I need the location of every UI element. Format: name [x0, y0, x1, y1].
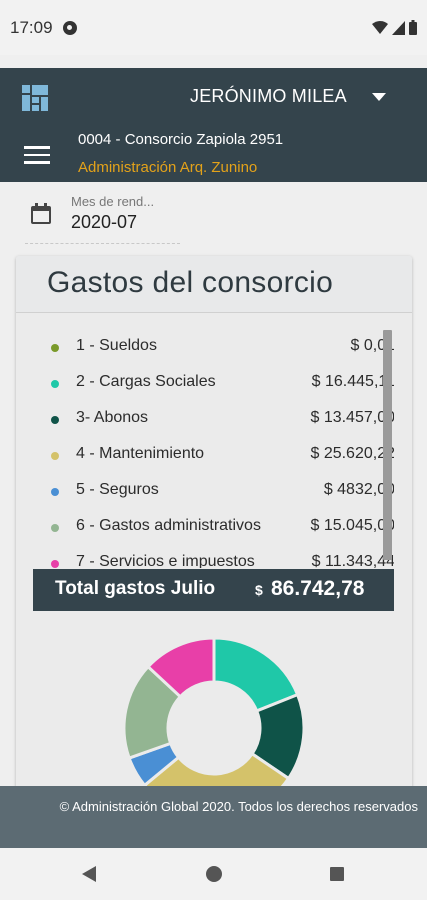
expense-row[interactable]: 7 - Servicios e impuestos $ 11.343,44 — [16, 546, 394, 568]
expense-list[interactable]: 1 - Sueldos $ 0,01 2 - Cargas Sociales $… — [16, 330, 394, 568]
legend-dot — [51, 416, 59, 424]
back-icon[interactable] — [82, 866, 96, 882]
wifi-icon — [372, 20, 388, 34]
expense-row[interactable]: 6 - Gastos administrativos $ 15.045,00 — [16, 510, 394, 546]
expense-amount: $ 15.045,00 — [310, 517, 394, 534]
signal-icon — [392, 20, 405, 35]
calendar-icon — [31, 203, 51, 224]
expense-label: 1 - Sueldos — [76, 337, 157, 354]
expense-label: 7 - Servicios e impuestos — [76, 553, 255, 568]
expense-row[interactable]: 2 - Cargas Sociales $ 16.445,11 — [16, 366, 394, 402]
card-header: Gastos del consorcio — [16, 256, 412, 313]
month-value[interactable]: 2020-07 — [71, 212, 138, 232]
legend-dot — [51, 380, 59, 388]
expense-amount: $ 25.620,22 — [310, 445, 394, 462]
administracion-name: Administración Arq. Zunino — [78, 159, 258, 176]
home-icon[interactable] — [206, 866, 222, 882]
expenses-donut-chart[interactable] — [124, 638, 304, 796]
list-scrollbar[interactable] — [383, 330, 392, 560]
total-currency: $ — [255, 582, 263, 598]
expense-label: 5 - Seguros — [76, 481, 159, 498]
expense-amount: $ 4832,00 — [323, 481, 394, 498]
expense-label: 2 - Cargas Sociales — [76, 373, 216, 390]
legend-dot — [51, 452, 59, 460]
user-name[interactable]: JERÓNIMO MILEA — [190, 86, 347, 106]
footer: © Administración Global 2020. Todos los … — [0, 786, 427, 848]
gastos-card: Gastos del consorcio 1 - Sueldos $ 0,01 … — [16, 256, 412, 796]
total-bar: Total gastos Julio $ 86.742,78 — [33, 569, 394, 611]
expense-label: 6 - Gastos administrativos — [76, 517, 261, 534]
status-bar: 17:09 — [0, 0, 427, 55]
status-icons — [372, 20, 417, 35]
legend-dot — [51, 488, 59, 496]
expense-amount: $ 13.457,00 — [310, 409, 394, 426]
expense-label: 3- Abonos — [76, 409, 149, 426]
battery-icon — [409, 20, 417, 35]
card-title: Gastos del consorcio — [47, 266, 334, 299]
expense-amount: $ 16.445,11 — [311, 373, 394, 390]
total-value: 86.742,78 — [271, 577, 365, 600]
total-label: Total gastos Julio — [55, 578, 216, 599]
month-label: Mes de rend... — [71, 194, 155, 209]
month-selector[interactable]: Mes de rend... 2020-07 — [25, 190, 180, 244]
legend-dot — [51, 524, 59, 532]
expense-amount: $ 11.343,44 — [311, 553, 394, 568]
expense-row[interactable]: 4 - Mantenimiento $ 25.620,22 — [16, 438, 394, 474]
expense-row[interactable]: 3- Abonos $ 13.457,00 — [16, 402, 394, 438]
expense-row[interactable]: 1 - Sueldos $ 0,01 — [16, 330, 394, 366]
recent-apps-icon[interactable] — [330, 867, 344, 881]
google-icon — [62, 20, 77, 35]
chevron-down-icon[interactable] — [372, 93, 386, 101]
menu-icon[interactable] — [24, 146, 50, 166]
footer-copyright: © Administración Global 2020. Todos los … — [59, 799, 418, 814]
system-nav-bar — [0, 848, 427, 900]
expense-row[interactable]: 5 - Seguros $ 4832,00 — [16, 474, 394, 510]
donut-slice[interactable] — [145, 638, 216, 699]
status-time: 17:09 — [10, 17, 53, 37]
app-header: JERÓNIMO MILEA 0004 - Consorcio Zapiola … — [0, 68, 427, 182]
legend-dot — [51, 560, 59, 568]
legend-dot — [51, 344, 59, 352]
expense-label: 4 - Mantenimiento — [76, 445, 205, 462]
consorcio-name: 0004 - Consorcio Zapiola 2951 — [78, 131, 284, 148]
app-logo-icon[interactable] — [22, 85, 48, 111]
